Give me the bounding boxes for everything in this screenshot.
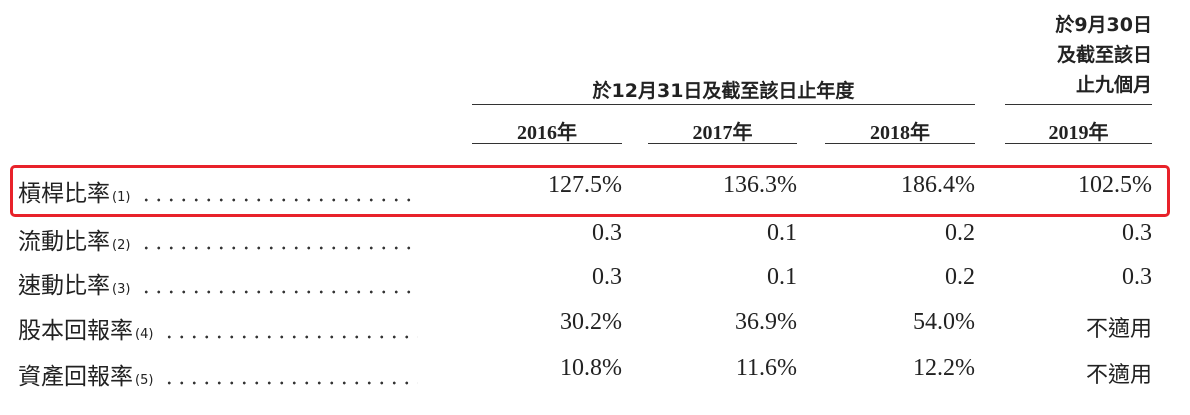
group-header: 於12月31日及截至該日止年度	[592, 80, 855, 102]
label-text: 速動比率	[18, 273, 110, 299]
table-cell: 36.9%	[735, 309, 797, 335]
dot-leader	[163, 381, 418, 385]
table-cell: 11.6%	[735, 355, 797, 381]
row-label: 速動比率 (3)	[18, 266, 418, 300]
table-cell: 136.3%	[723, 172, 797, 198]
footnote-ref: (5)	[135, 373, 154, 388]
table-cell: 0.3	[592, 220, 622, 246]
table-cell: 54.0%	[913, 309, 975, 335]
dot-leader	[140, 246, 418, 250]
table-row: 槓桿比率 (1) 127.5% 136.3% 186.4% 102.5%	[18, 170, 1158, 210]
label-text: 流動比率	[18, 229, 110, 255]
label-text: 資產回報率	[18, 364, 133, 390]
table-cell: 0.1	[767, 264, 797, 290]
table-cell: 0.3	[1122, 220, 1152, 246]
dot-leader	[140, 290, 418, 294]
table-cell: 0.2	[945, 220, 975, 246]
row-label: 資產回報率 (5)	[18, 357, 418, 391]
table-row: 資產回報率 (5) 10.8% 11.6% 12.2% 不適用	[18, 353, 1158, 393]
rule	[472, 143, 622, 144]
rule	[1005, 143, 1152, 144]
table-cell: 12.2%	[913, 355, 975, 381]
rule	[472, 104, 975, 105]
table-cell: 不適用	[1085, 363, 1152, 388]
footnote-ref: (1)	[112, 190, 131, 205]
period-line: 及截至該日	[1056, 44, 1152, 66]
dot-leader	[163, 335, 418, 339]
table-cell: 30.2%	[560, 309, 622, 335]
rule	[1005, 104, 1152, 105]
table-cell: 0.3	[1122, 264, 1152, 290]
period-line: 於9月30日	[1055, 14, 1152, 36]
table-cell: 0.3	[592, 264, 622, 290]
table-cell: 127.5%	[548, 172, 622, 198]
year-header: 2019年	[1048, 122, 1109, 144]
label-text: 股本回報率	[18, 318, 133, 344]
footnote-ref: (2)	[112, 238, 131, 253]
dot-leader	[140, 198, 418, 202]
year-header: 2017年	[692, 122, 753, 144]
table-cell: 102.5%	[1078, 172, 1152, 198]
year-header: 2018年	[870, 122, 930, 144]
table-cell: 0.1	[767, 220, 797, 246]
rule	[825, 143, 975, 144]
row-label: 股本回報率 (4)	[18, 311, 418, 345]
year-header: 2016年	[517, 122, 577, 144]
table-cell: 不適用	[1085, 317, 1152, 342]
table-cell: 0.2	[945, 264, 975, 290]
row-label: 槓桿比率 (1)	[18, 174, 418, 208]
rule	[648, 143, 797, 144]
table-row: 速動比率 (3) 0.3 0.1 0.2 0.3	[18, 262, 1158, 302]
period-line: 止九個月	[1075, 74, 1152, 96]
table-cell: 186.4%	[901, 172, 975, 198]
footnote-ref: (3)	[112, 282, 131, 297]
footnote-ref: (4)	[135, 327, 154, 342]
row-label: 流動比率 (2)	[18, 222, 418, 256]
table-cell: 10.8%	[560, 355, 622, 381]
table-row: 股本回報率 (4) 30.2% 36.9% 54.0% 不適用	[18, 307, 1158, 347]
period-header: 於9月30日 及截至該日 止九個月	[1055, 10, 1152, 100]
table-row: 流動比率 (2) 0.3 0.1 0.2 0.3	[18, 218, 1158, 258]
highlight-box	[10, 165, 1170, 217]
label-text: 槓桿比率	[18, 181, 110, 207]
